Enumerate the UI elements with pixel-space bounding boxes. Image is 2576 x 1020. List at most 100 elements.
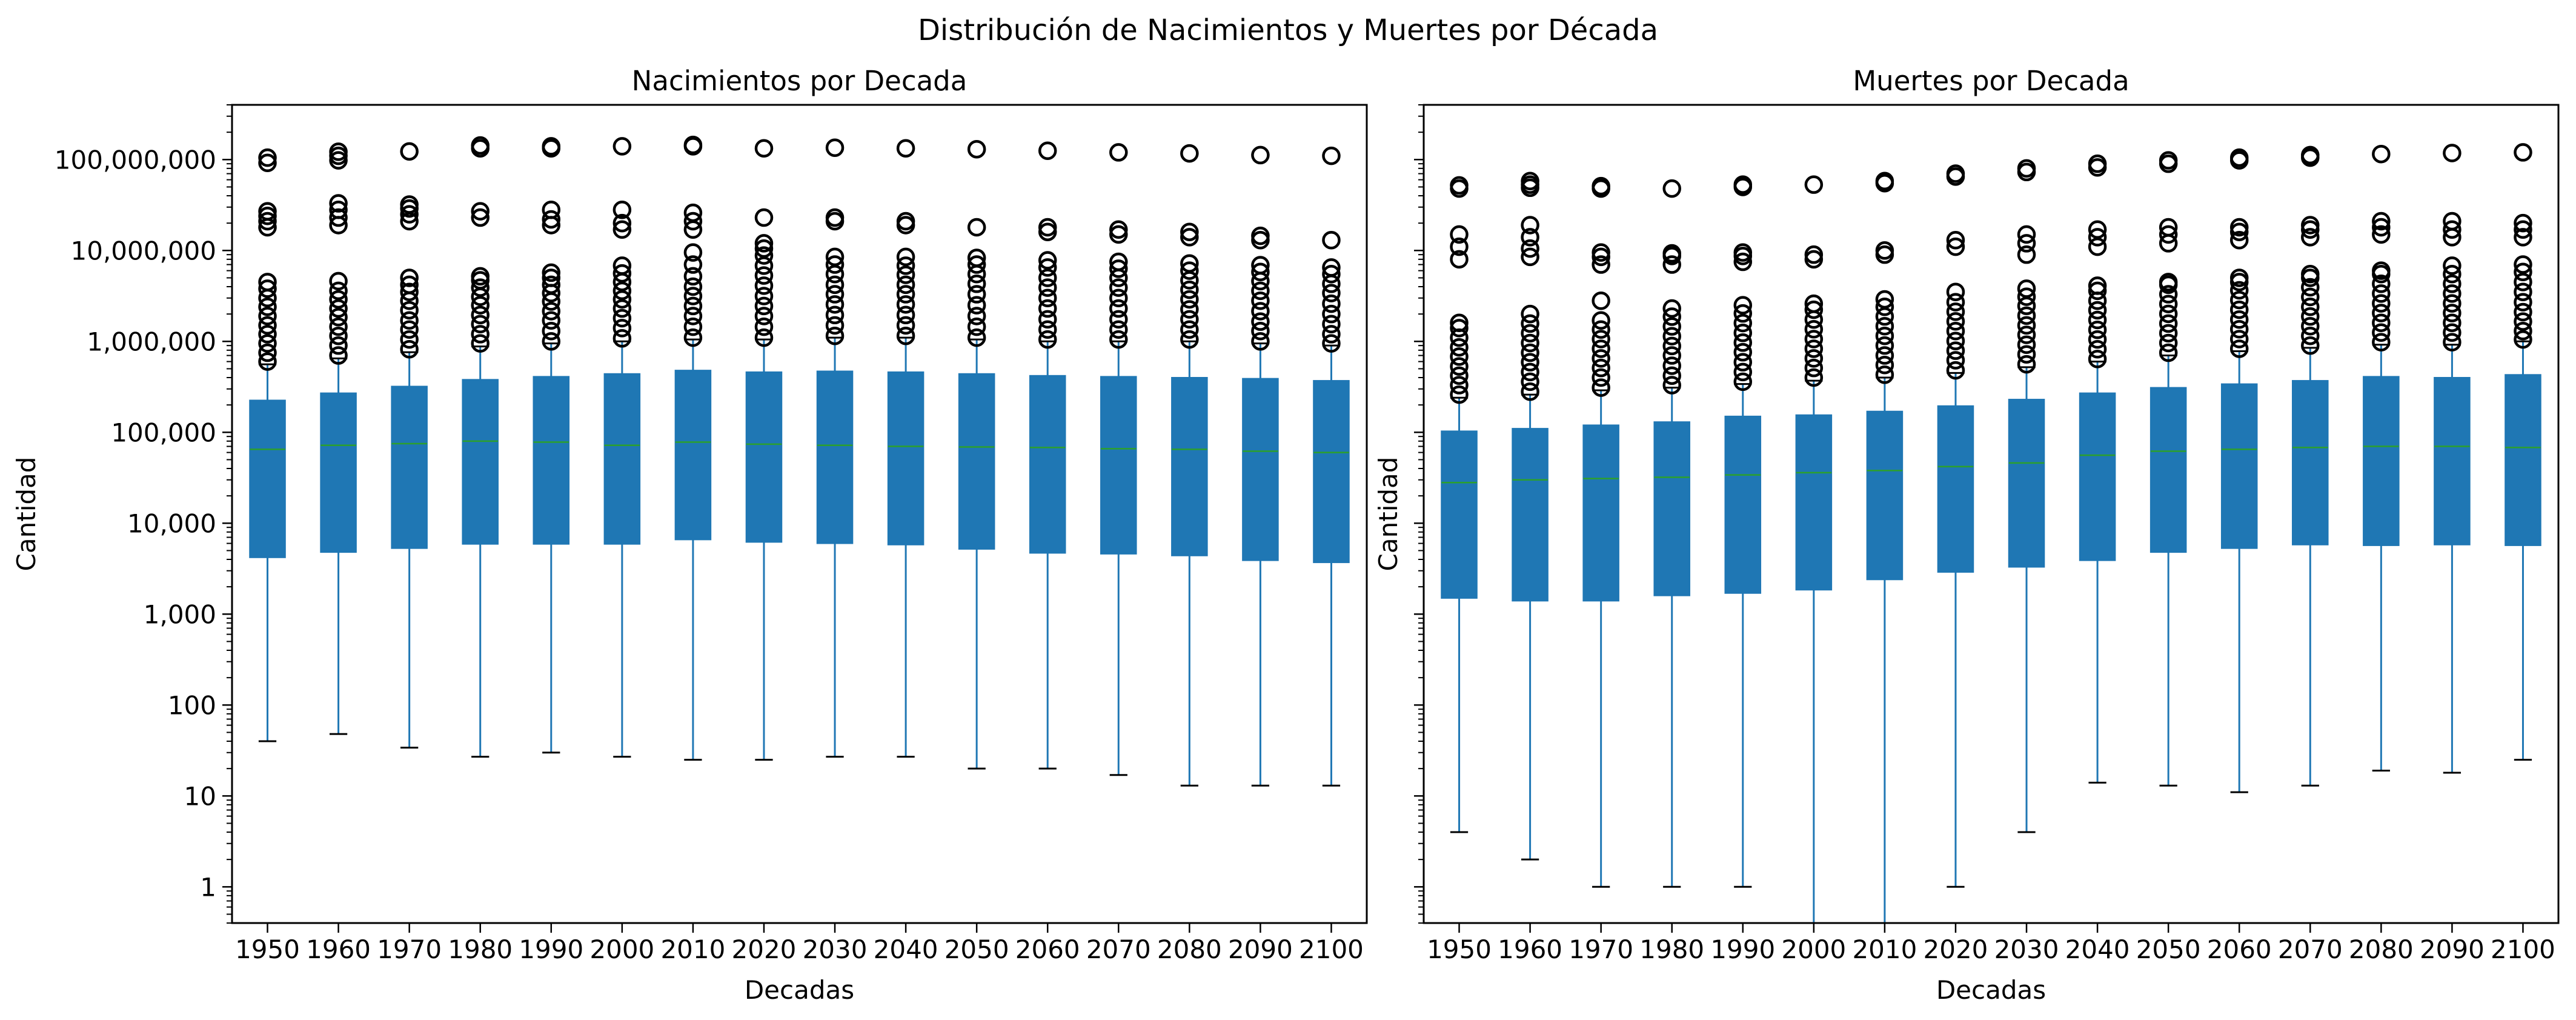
outlier-point: [1592, 349, 1610, 368]
outlier-point: [471, 315, 490, 334]
outlier-point: [1180, 228, 1199, 247]
outlier-point: [1521, 353, 1539, 372]
box-iqr: [674, 370, 712, 541]
outlier-point: [1662, 179, 1681, 198]
outlier-point: [2301, 216, 2320, 235]
y-axis-label: Cantidad: [12, 457, 41, 572]
outlier-point: [1733, 296, 1753, 315]
outlier-point: [1662, 336, 1681, 356]
x-tick-label: 2070: [2278, 935, 2343, 964]
outlier-point: [2017, 279, 2036, 298]
outlier-point: [2017, 159, 2036, 178]
outlier-point: [542, 275, 561, 295]
outlier-point: [400, 268, 419, 287]
outlier-point: [1662, 317, 1681, 336]
axes-frame: [1422, 104, 2560, 924]
outlier-point: [329, 208, 348, 227]
outlier-point: [683, 287, 703, 305]
outlier-point: [683, 203, 703, 222]
x-tick-label: 2100: [1299, 935, 1364, 964]
outlier-point: [1322, 146, 1341, 165]
outlier-point: [1109, 225, 1128, 244]
outlier-point: [2372, 294, 2391, 313]
x-tick-label: 2060: [1015, 935, 1080, 964]
outlier-point: [1521, 333, 1539, 353]
outlier-point: [400, 330, 419, 349]
outlier-point: [329, 336, 348, 355]
outlier-point: [1592, 243, 1610, 262]
outlier-point: [2372, 313, 2391, 332]
outlier-point: [1804, 368, 1824, 387]
box-iqr: [1937, 405, 1974, 573]
outlier-point: [1804, 294, 1824, 313]
outlier-point: [542, 263, 561, 282]
outlier-point: [2301, 336, 2320, 355]
outlier-point: [2372, 225, 2391, 244]
y-tick-label: 10,000: [127, 508, 216, 538]
outlier-point: [825, 285, 845, 304]
outlier-point: [1322, 230, 1341, 250]
x-tick-label: 2010: [1852, 935, 1917, 964]
outlier-point: [2159, 324, 2178, 343]
births-boxplot-panel: Nacimientos por Decada 1 10 100 1,000 10,000 1…: [12, 65, 1368, 1005]
outlier-point: [1038, 268, 1057, 287]
outlier-point: [1322, 325, 1341, 344]
x-tick-label: 2000: [589, 935, 654, 964]
outlier-point: [2229, 300, 2249, 319]
y-tick-label: 1,000: [144, 599, 216, 629]
box-iqr: [887, 371, 925, 545]
outlier-point: [1733, 252, 1753, 272]
x-tick-label: 1960: [1498, 935, 1562, 964]
outlier-point: [1804, 330, 1824, 348]
outlier-point: [329, 290, 348, 309]
outlier-point: [1109, 278, 1128, 297]
outlier-point: [542, 321, 561, 341]
outlier-point: [471, 296, 490, 315]
outlier-point: [825, 265, 845, 284]
outlier-point: [612, 319, 632, 338]
outlier-point: [329, 142, 348, 161]
outlier-point: [2017, 296, 2036, 315]
outlier-point: [1946, 361, 1965, 380]
outlier-point: [896, 316, 915, 335]
outlier-point: [1733, 333, 1753, 352]
outlier-point: [1180, 261, 1199, 280]
outlier-point: [1733, 313, 1753, 333]
outlier-point: [471, 202, 490, 221]
outlier-point: [2159, 314, 2178, 333]
outlier-point: [2017, 335, 2036, 354]
outlier-point: [1450, 366, 1469, 385]
outlier-point: [2443, 304, 2461, 322]
outlier-point: [2159, 273, 2178, 292]
outlier-point: [2372, 275, 2391, 293]
outlier-point: [471, 305, 490, 325]
outlier-point: [1875, 172, 1894, 191]
outlier-point: [967, 248, 986, 267]
outlier-point: [2088, 320, 2107, 339]
x-tick-label: 2090: [1228, 935, 1293, 964]
y-axis-label: Cantidad: [1373, 457, 1403, 572]
outlier-point: [2017, 234, 2036, 253]
outlier-point: [2088, 237, 2107, 256]
outlier-point: [2159, 333, 2178, 353]
outlier-point: [612, 281, 632, 301]
outlier-point: [1875, 356, 1894, 375]
outlier-point: [1038, 141, 1057, 161]
outlier-point: [2017, 316, 2036, 335]
outlier-point: [1450, 357, 1469, 376]
outlier-point: [2229, 218, 2249, 237]
outlier-point: [896, 275, 915, 295]
y-tick-label: 100,000: [111, 418, 216, 447]
outlier-point: [2443, 333, 2461, 352]
outlier-point: [1733, 175, 1753, 194]
outlier-point: [1251, 302, 1270, 321]
outlier-point: [2372, 212, 2391, 231]
outlier-point: [1662, 327, 1681, 346]
outlier-point: [1450, 313, 1469, 332]
outlier-point: [2514, 213, 2532, 233]
outlier-point: [1592, 358, 1610, 378]
outlier-point: [1180, 300, 1199, 319]
outlier-point: [825, 138, 845, 158]
outlier-point: [471, 278, 490, 297]
outlier-point: [1592, 291, 1610, 310]
